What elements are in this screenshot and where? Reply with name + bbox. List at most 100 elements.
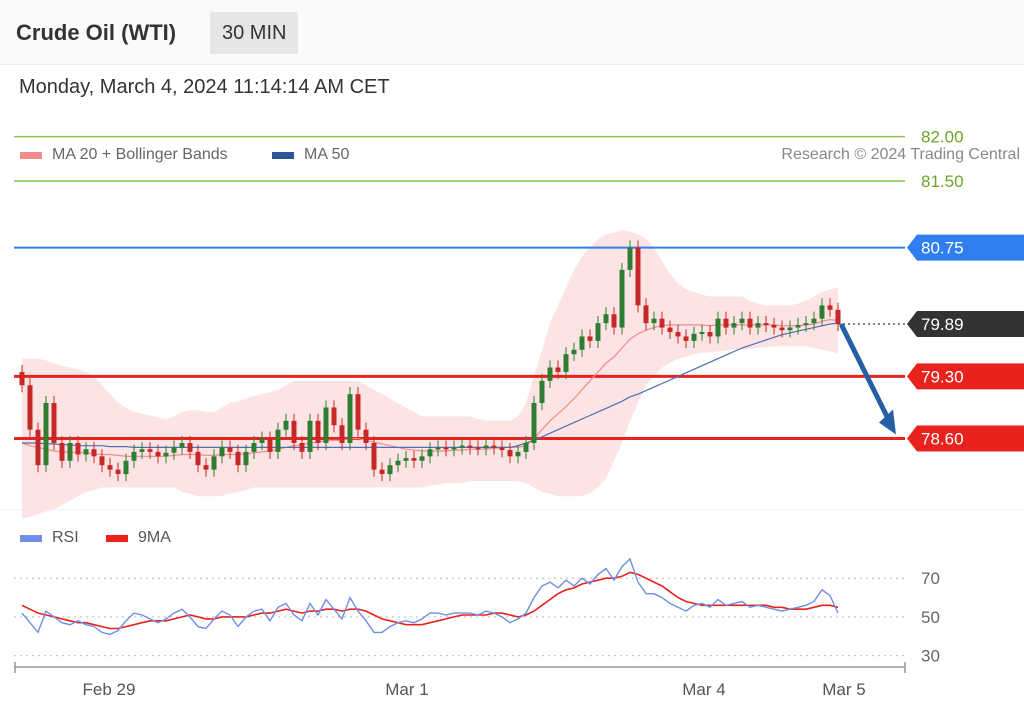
candle (579, 336, 585, 350)
candle (131, 451, 137, 461)
candle (763, 323, 769, 326)
candle (787, 327, 793, 331)
legend-swatch (106, 534, 128, 542)
candle (99, 456, 105, 466)
candle (43, 403, 49, 466)
candle (531, 403, 537, 443)
candle (667, 327, 673, 332)
candle (339, 425, 345, 443)
candle (235, 451, 241, 466)
candle (275, 429, 281, 452)
candle (723, 318, 729, 328)
candle (35, 429, 41, 466)
candle (323, 407, 329, 443)
candle (75, 443, 81, 455)
legend-swatch (272, 151, 294, 159)
forecast-arrowhead (879, 409, 896, 435)
candle (243, 451, 249, 466)
candle (587, 336, 593, 341)
level-tag (907, 425, 1024, 452)
x-tick-label: Mar 1 (385, 680, 428, 699)
candle (51, 403, 57, 443)
candle (491, 445, 497, 448)
candle (539, 380, 545, 404)
x-tick-label: Mar 4 (682, 680, 725, 699)
candle (67, 443, 73, 461)
candle (827, 305, 833, 310)
candle (251, 443, 257, 452)
candle (219, 447, 225, 457)
candle (203, 465, 209, 470)
candle (395, 460, 401, 466)
candle (563, 354, 569, 372)
candle (699, 332, 705, 334)
rsi-tick-label: 70 (921, 569, 940, 588)
instrument-title: Crude Oil (WTI) (16, 20, 177, 45)
candle (595, 323, 601, 341)
candle (635, 247, 641, 306)
candle (443, 447, 449, 450)
candle (379, 469, 385, 475)
candle (707, 332, 713, 337)
rsi-tick-label: 50 (921, 608, 940, 627)
candle (779, 327, 785, 331)
legend-item-9ma: 9MA (106, 529, 171, 547)
candle (363, 429, 369, 443)
candle (139, 449, 145, 452)
rsi-tick-label: 30 (921, 647, 940, 666)
legend-label: 9MA (138, 529, 171, 546)
candle (83, 449, 89, 455)
candle (555, 367, 561, 372)
candle (27, 385, 33, 430)
candle (299, 443, 305, 452)
candle (179, 443, 185, 448)
candle (731, 323, 737, 328)
legend-item-ma20-bollinger: MA 20 + Bollinger Bands (20, 146, 228, 164)
candle (147, 449, 153, 452)
candle (91, 449, 97, 457)
candle (683, 336, 689, 341)
candle (171, 447, 177, 453)
candle (195, 451, 201, 466)
level-label: 80.75 (921, 239, 964, 258)
candle (643, 305, 649, 324)
level-tag (907, 311, 1024, 338)
candle (547, 367, 553, 381)
timeframe-button[interactable]: 30 MIN (210, 12, 299, 54)
candle (523, 443, 529, 452)
candle (419, 456, 425, 461)
candle (19, 371, 25, 386)
level-label: 79.30 (921, 367, 964, 386)
candle (283, 420, 289, 430)
candle (347, 394, 353, 443)
candle (803, 323, 809, 326)
candle (499, 447, 505, 451)
candle (507, 450, 513, 457)
candle (435, 447, 441, 450)
level-label: 79.89 (921, 315, 964, 334)
level-tag (907, 234, 1024, 261)
header-bar (0, 0, 1024, 65)
candle (403, 458, 409, 461)
candle (427, 449, 433, 457)
candle (571, 349, 577, 355)
candle (291, 420, 297, 443)
candle (123, 460, 129, 475)
candle (411, 458, 417, 461)
candle (467, 445, 473, 448)
candle (675, 332, 681, 337)
candle (163, 452, 169, 457)
candle (475, 447, 481, 450)
candle (115, 469, 121, 475)
candle (307, 420, 313, 452)
candle (715, 318, 721, 337)
candle (315, 420, 321, 443)
level-label: 81.50 (921, 172, 964, 191)
candle (819, 305, 825, 319)
x-tick-label: Feb 29 (83, 680, 136, 699)
candle (739, 318, 745, 324)
rsi-line (21, 557, 839, 636)
x-tick-label: Mar 5 (822, 680, 865, 699)
candle (211, 456, 217, 470)
